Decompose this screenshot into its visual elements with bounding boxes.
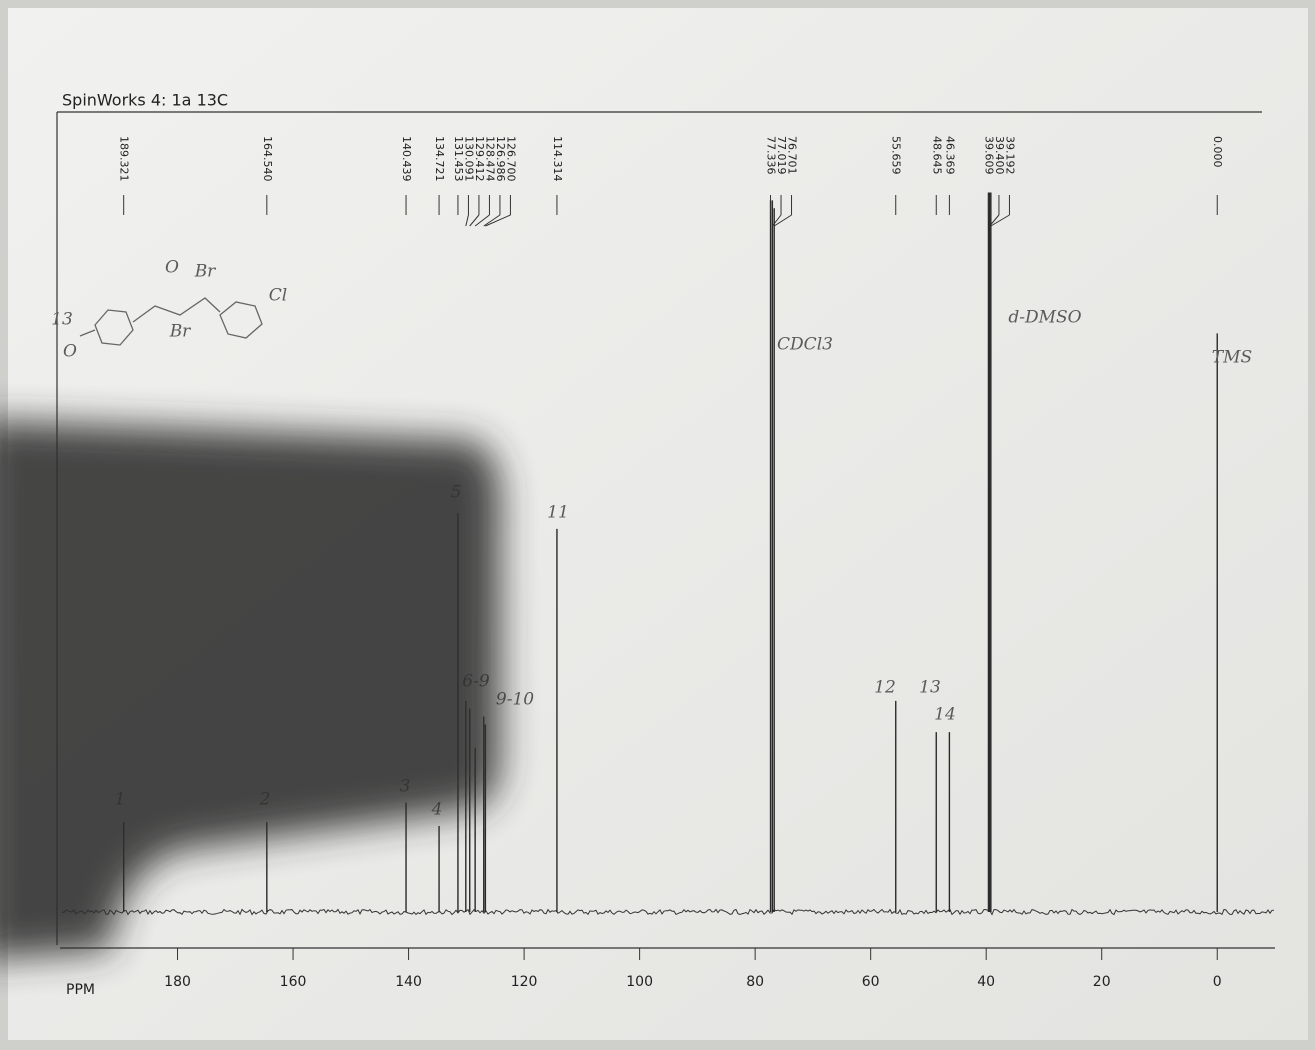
x-axis-label: PPM	[66, 982, 95, 998]
x-tick-label: 180	[164, 974, 191, 990]
annotation: 12	[874, 678, 896, 698]
peak-label: 48.645	[930, 136, 943, 175]
x-tick-label: 140	[395, 974, 422, 990]
peak-label: 189.321	[118, 136, 131, 182]
peak-label: 55.659	[890, 136, 903, 175]
x-tick-label: 100	[626, 974, 653, 990]
peak-label: 46.369	[943, 136, 956, 175]
peak-label: 134.721	[433, 136, 446, 182]
chart-title: SpinWorks 4: 1a 13C	[62, 91, 228, 110]
peak-label: 0.000	[1211, 136, 1224, 168]
peak-label: 39.192	[1003, 136, 1016, 175]
annotation: d-DMSO	[1008, 308, 1081, 328]
chart: SpinWorks 4: 1a 13C PPM 1801601401201008…	[0, 0, 1315, 1050]
x-tick-label: 80	[746, 974, 764, 990]
peak-label: 126.700	[504, 136, 517, 182]
structure-label: O	[63, 342, 77, 362]
annotation: 9-10	[496, 690, 534, 710]
peak-label: 76.701	[786, 136, 799, 175]
x-tick-label: 120	[511, 974, 538, 990]
annotation: 13	[919, 678, 941, 698]
peak-label: 140.439	[400, 136, 413, 182]
x-tick-label: 60	[862, 974, 880, 990]
annotation: CDCl3	[777, 335, 833, 355]
x-tick-label: 160	[280, 974, 307, 990]
annotation: TMS	[1212, 348, 1252, 368]
x-tick-label: 20	[1093, 974, 1111, 990]
x-tick-label: 0	[1213, 974, 1222, 990]
structure-label: Cl	[269, 286, 287, 306]
structure-label: Br	[194, 262, 216, 282]
peak-label: 114.314	[551, 136, 564, 182]
annotation: 11	[547, 503, 569, 523]
x-tick-label: 40	[977, 974, 995, 990]
annotation: 14	[934, 705, 956, 725]
structure-label: 13	[51, 310, 73, 330]
structure-label: Br	[169, 322, 191, 342]
structure-label: O	[165, 258, 179, 278]
peak-label: 164.540	[261, 136, 274, 182]
